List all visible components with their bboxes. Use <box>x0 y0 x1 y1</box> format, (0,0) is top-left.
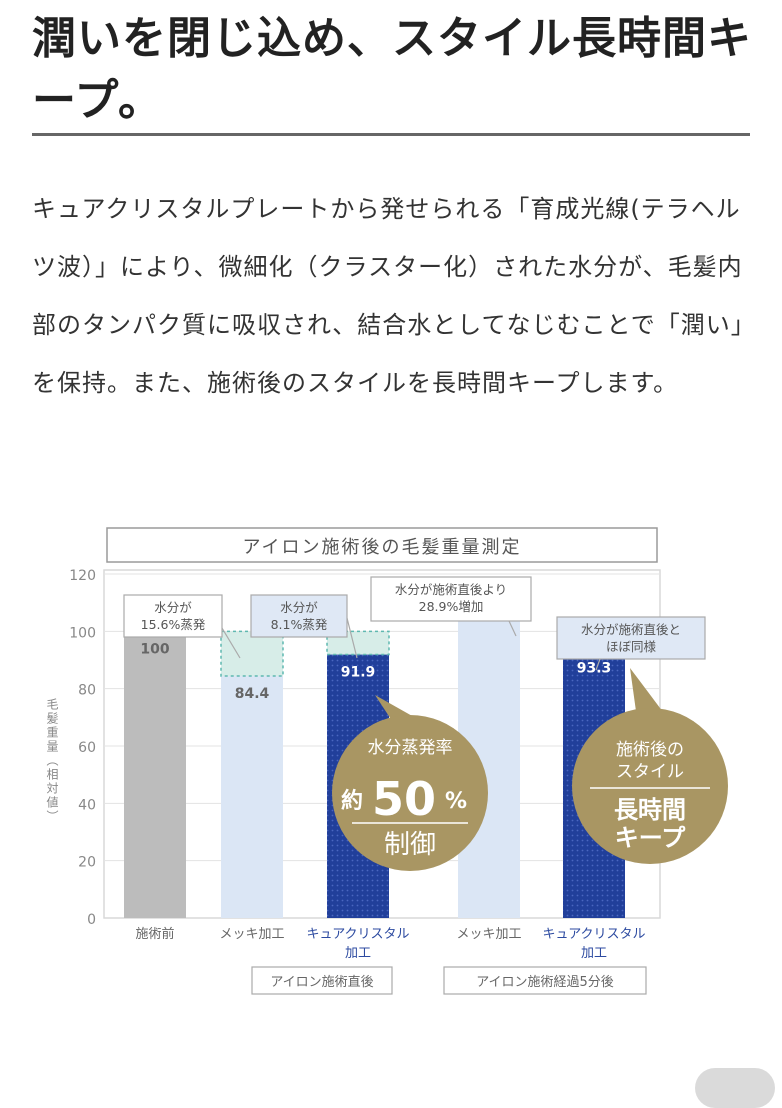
x-category-label: 加工 <box>581 946 607 961</box>
x-category-label: メッキ加工 <box>456 927 521 942</box>
y-axis-label: 毛髪重量（相対値） <box>45 698 59 824</box>
callout-text: 8.1%蒸発 <box>271 617 328 632</box>
bar-value-label: 91.9 <box>341 665 376 681</box>
badge-text: 長時間 <box>614 796 686 824</box>
badge-text: 50 <box>372 772 436 826</box>
callout-text: 28.9%増加 <box>419 599 484 614</box>
bar-value-label: 93.3 <box>577 661 612 677</box>
callout-text: ほぼ同様 <box>606 639 657 654</box>
badge-circle <box>332 715 488 871</box>
chart-title: アイロン施術後の毛髪重量測定 <box>242 536 521 558</box>
bar <box>221 676 283 918</box>
x-category-label: 施術前 <box>135 926 174 942</box>
y-tick-label: 20 <box>78 855 96 871</box>
x-category-label: キュアクリスタル <box>542 927 645 942</box>
x-category-label: 加工 <box>345 946 371 961</box>
callout-leader <box>595 658 601 671</box>
badge-text: % <box>445 789 467 814</box>
group-label: アイロン施術直後 <box>270 975 373 990</box>
scroll-button-hint[interactable] <box>695 1068 775 1108</box>
body-paragraph: キュアクリスタルプレートから発せられる「育成光線(テラヘルツ波）」により、微細化… <box>32 195 744 397</box>
callout-box <box>250 594 348 638</box>
callout-text: 水分が施術直後より <box>395 582 507 597</box>
badge-text: 約 <box>341 788 363 814</box>
y-tick-label: 100 <box>69 625 96 641</box>
callout-leader <box>508 620 517 637</box>
chart-title-box <box>106 527 658 563</box>
y-tick-label: 120 <box>69 568 96 584</box>
bar <box>124 631 186 918</box>
x-category-label: キュアクリスタル <box>306 927 409 942</box>
callout-text: 水分が <box>154 600 192 615</box>
heading-divider <box>32 133 750 136</box>
badge-text: スタイル <box>616 762 684 782</box>
badge-circle <box>572 708 728 864</box>
callout-box <box>556 616 706 660</box>
group-label-box <box>251 966 393 995</box>
callout-text: 15.6%蒸発 <box>141 617 206 632</box>
y-tick-label: 80 <box>78 683 96 699</box>
y-tick-label: 40 <box>78 797 96 813</box>
badge-text: 水分蒸発率 <box>368 738 453 758</box>
x-category-label: メッキ加工 <box>219 927 284 942</box>
badge-text: 制御 <box>384 830 436 860</box>
evaporation-marker <box>220 630 284 677</box>
hair-weight-chart: アイロン施術後の毛髪重量測定 0 20 40 60 80 100 120 毛髪重量（相対値） 10… <box>45 527 728 995</box>
callout-box <box>123 594 223 638</box>
group-label: アイロン施術経過5分後 <box>476 975 614 990</box>
bar-value-label: 84.4 <box>235 686 270 702</box>
group-label-box <box>443 966 647 995</box>
page-heading: 潤いを閉じ込め、スタイル長時間キープ。 <box>32 13 752 126</box>
badge-text: キープ <box>615 824 687 852</box>
badge-text: 施術後の <box>616 740 684 760</box>
y-tick-label: 60 <box>78 740 96 756</box>
callout-text: 水分が施術直後と <box>581 622 681 637</box>
y-tick-label: 0 <box>87 912 96 928</box>
callout-text: 水分が <box>280 600 318 615</box>
callout-leader <box>346 617 358 659</box>
bar-value-label: 100 <box>140 641 169 657</box>
callout-leader <box>221 627 241 659</box>
callout-box <box>370 576 532 622</box>
